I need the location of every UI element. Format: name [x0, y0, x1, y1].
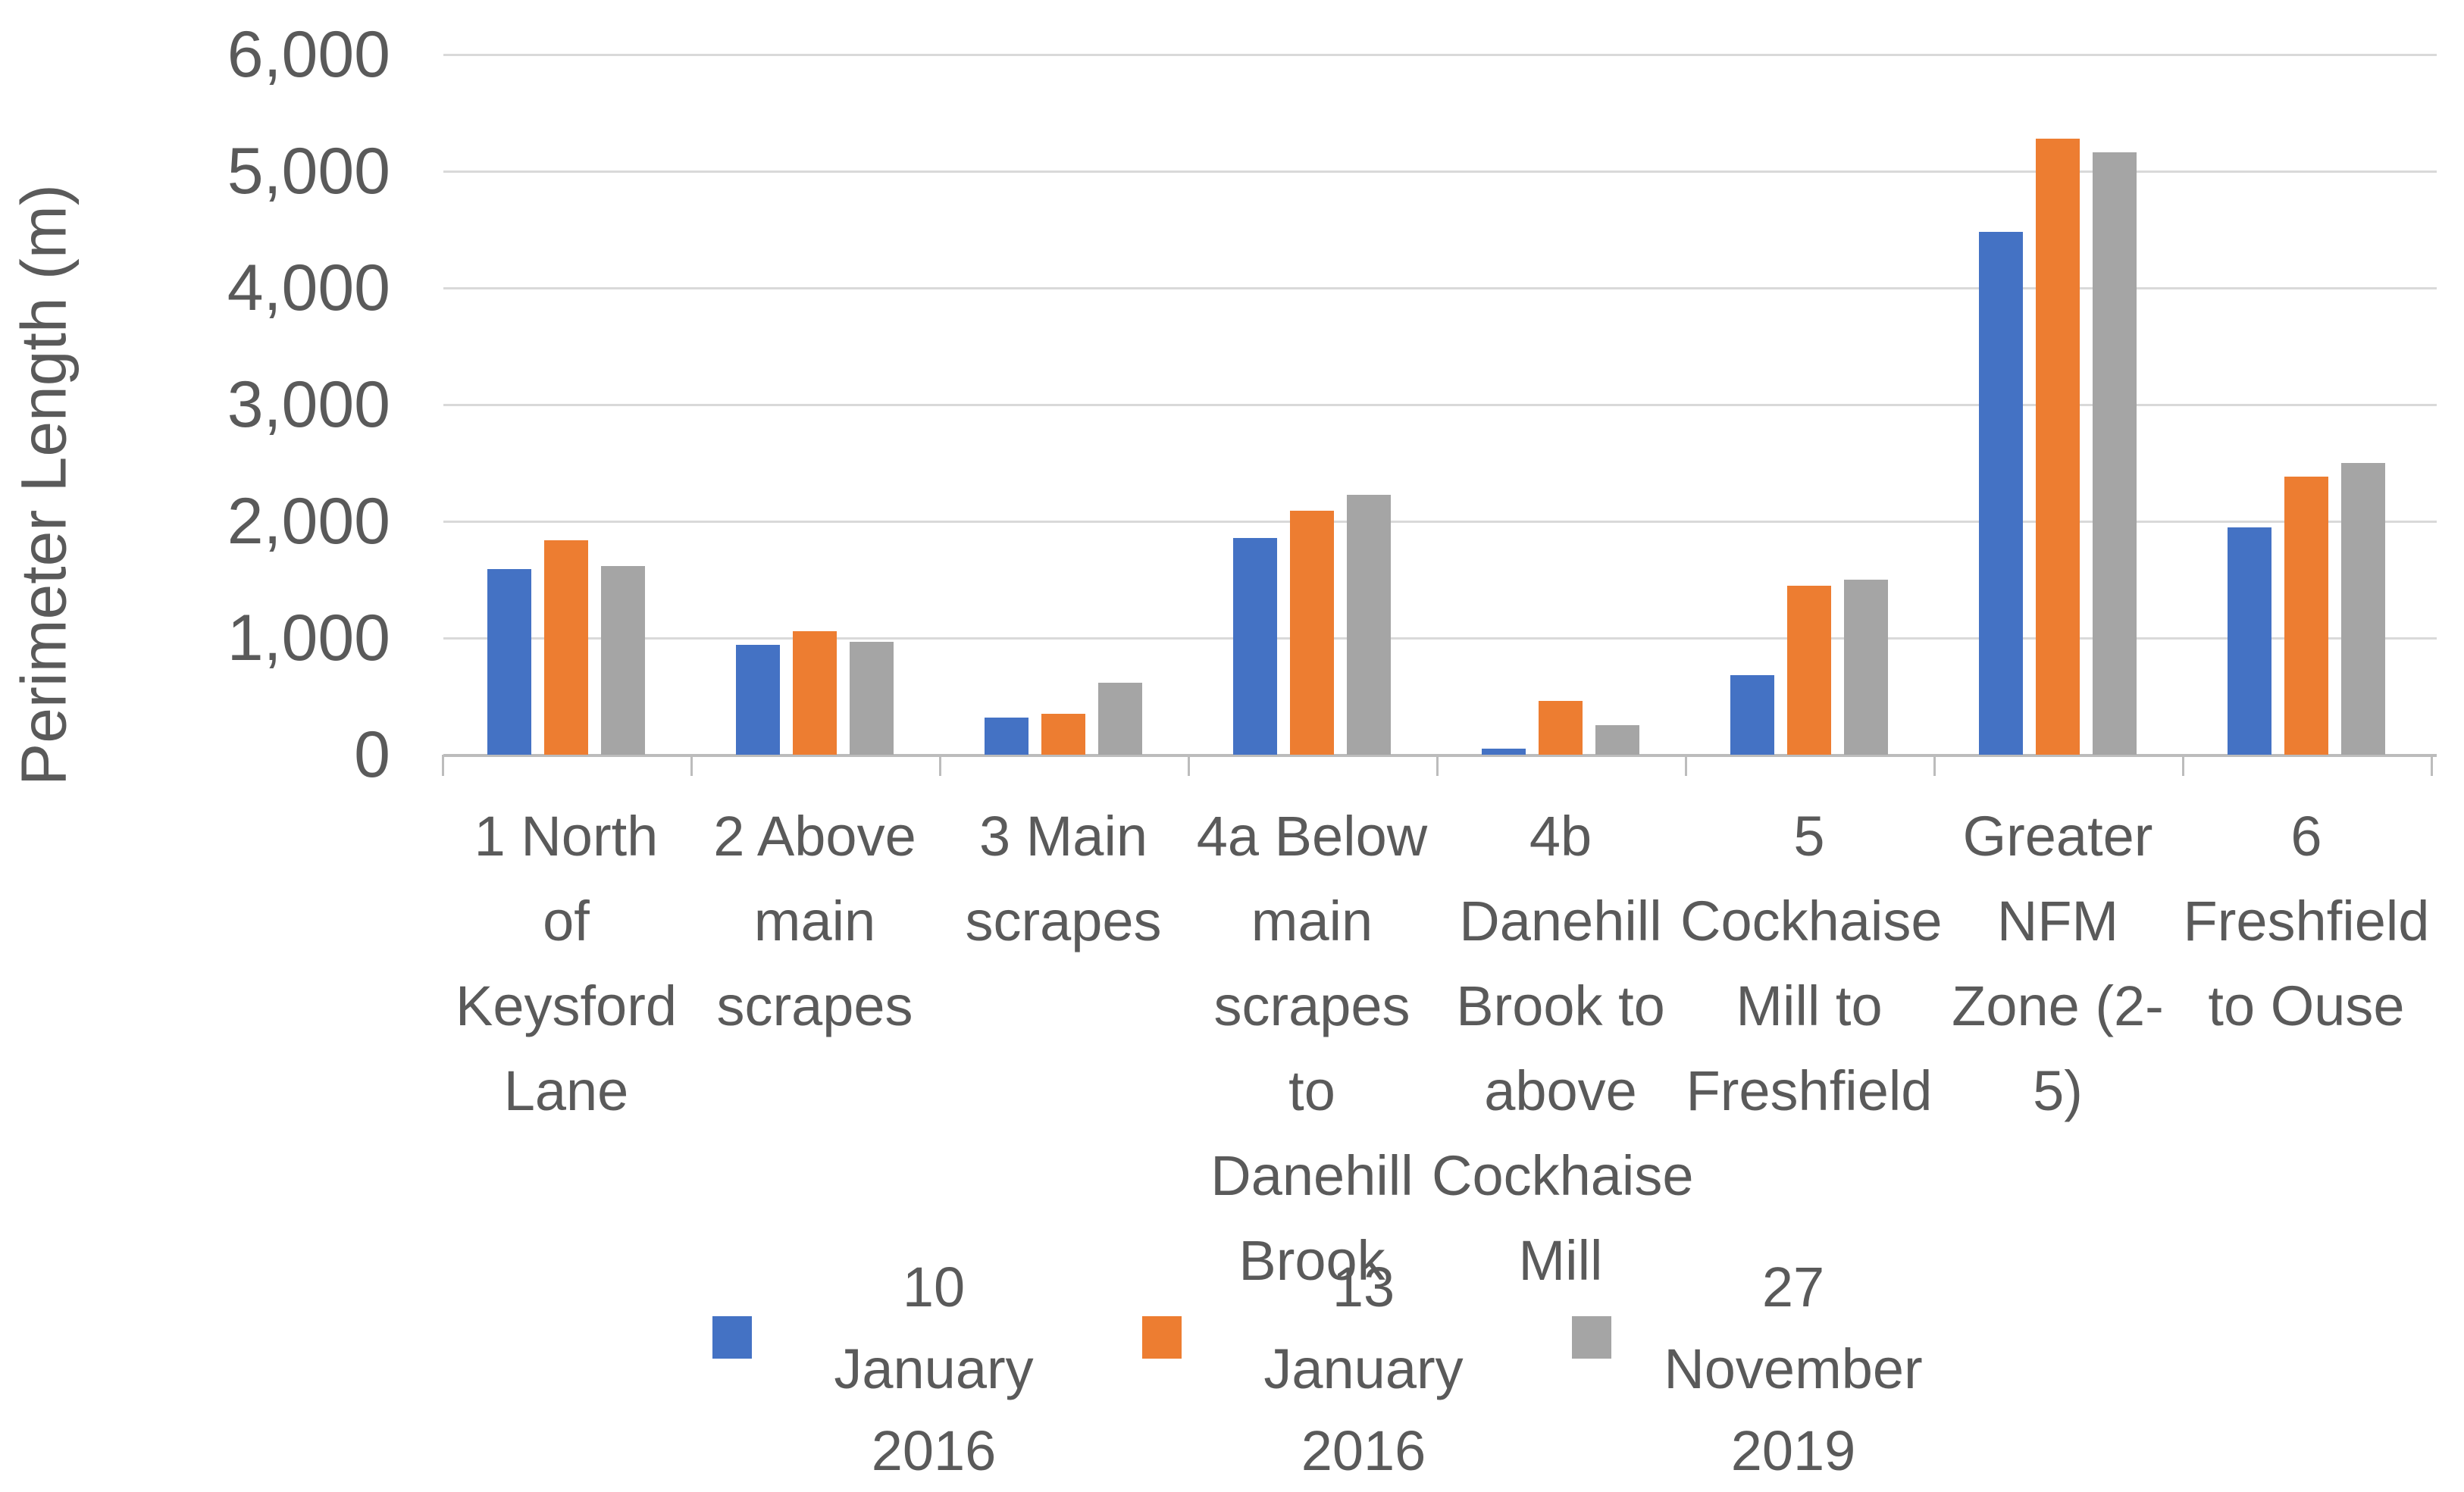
legend-item-1: 10 January 2016 — [712, 1246, 1070, 1492]
legend: 10 January 2016 13 January 2016 27 Novembe… — [712, 1246, 1930, 1492]
x-axis-tick — [939, 755, 941, 776]
legend-label: 10 January 2016 — [834, 1256, 1034, 1482]
category-label-5: 4b Danehill Brook to above Cockhaise Mil… — [1432, 805, 1694, 1292]
category-label-3: 3 Main scrapes — [965, 805, 1162, 952]
legend-item-3: 27 November 2019 — [1572, 1246, 1930, 1492]
y-tick-label-2000: 2,000 — [227, 485, 390, 558]
bar-series-2-cat-8 — [2284, 477, 2328, 755]
y-tick-label-3000: 3,000 — [227, 368, 390, 441]
bar-series-3-cat-4 — [1347, 495, 1391, 755]
category-label-4: 4a Below main scrapes to Danehill Brook — [1196, 805, 1428, 1292]
gridline-6000 — [443, 54, 2437, 56]
legend-item-2: 13 January 2016 — [1142, 1246, 1500, 1492]
bar-series-2-cat-4 — [1290, 511, 1334, 755]
bar-series-2-cat-5 — [1539, 701, 1583, 755]
bar-series-3-cat-7 — [2093, 152, 2137, 755]
gridline-4000 — [443, 287, 2437, 289]
bar-series-1-cat-5 — [1482, 749, 1526, 755]
bar-series-2-cat-1 — [544, 540, 588, 755]
y-tick-label-0: 0 — [354, 718, 390, 791]
y-tick-label-6000: 6,000 — [227, 18, 390, 91]
bar-series-1-cat-1 — [487, 569, 531, 755]
x-axis-tick — [1188, 755, 1190, 776]
legend-swatch-icon — [1142, 1316, 1182, 1359]
category-label-2: 2 Above main scrapes — [713, 805, 916, 1037]
category-label-8: 6 Freshfield to Ouse — [2183, 805, 2430, 1037]
gridline-1000 — [443, 637, 2437, 640]
bar-series-1-cat-3 — [985, 718, 1028, 755]
bar-series-1-cat-2 — [736, 645, 780, 755]
legend-label: 27 November 2019 — [1664, 1256, 1923, 1482]
bar-series-1-cat-8 — [2228, 527, 2271, 755]
bar-series-3-cat-5 — [1595, 725, 1639, 755]
x-axis-tick — [442, 755, 444, 776]
x-axis-tick — [2431, 755, 2433, 776]
bar-series-3-cat-8 — [2341, 463, 2385, 755]
bar-series-3-cat-6 — [1844, 580, 1888, 755]
gridline-3000 — [443, 404, 2437, 406]
x-axis-line — [443, 754, 2437, 757]
bar-series-1-cat-7 — [1979, 232, 2023, 755]
x-axis-tick — [2182, 755, 2184, 776]
category-label-6: 5 Cockhaise Mill to Freshfield — [1680, 805, 1943, 1122]
bar-series-3-cat-3 — [1098, 683, 1142, 755]
y-tick-label-5000: 5,000 — [227, 135, 390, 208]
gridline-5000 — [443, 170, 2437, 173]
y-tick-label-1000: 1,000 — [227, 602, 390, 674]
x-axis-tick — [1685, 755, 1687, 776]
x-axis-tick — [690, 755, 693, 776]
bar-series-2-cat-7 — [2036, 139, 2080, 755]
legend-swatch-icon — [1572, 1316, 1611, 1359]
legend-swatch-icon — [712, 1316, 752, 1359]
category-label-7: Greater NFM Zone (2- 5) — [1952, 805, 2164, 1122]
bar-series-2-cat-3 — [1041, 714, 1085, 755]
bar-series-2-cat-2 — [793, 631, 837, 755]
gridline-2000 — [443, 521, 2437, 523]
x-axis-tick — [1933, 755, 1936, 776]
bar-series-3-cat-1 — [601, 566, 645, 755]
bar-series-3-cat-2 — [850, 642, 894, 755]
legend-label: 13 January 2016 — [1263, 1256, 1464, 1482]
y-tick-label-4000: 4,000 — [227, 252, 390, 324]
category-label-1: 1 North of Keysford Lane — [455, 805, 678, 1122]
bar-series-1-cat-4 — [1233, 538, 1277, 755]
bar-series-2-cat-6 — [1787, 586, 1831, 755]
bar-series-1-cat-6 — [1730, 675, 1774, 755]
x-axis-tick — [1436, 755, 1439, 776]
